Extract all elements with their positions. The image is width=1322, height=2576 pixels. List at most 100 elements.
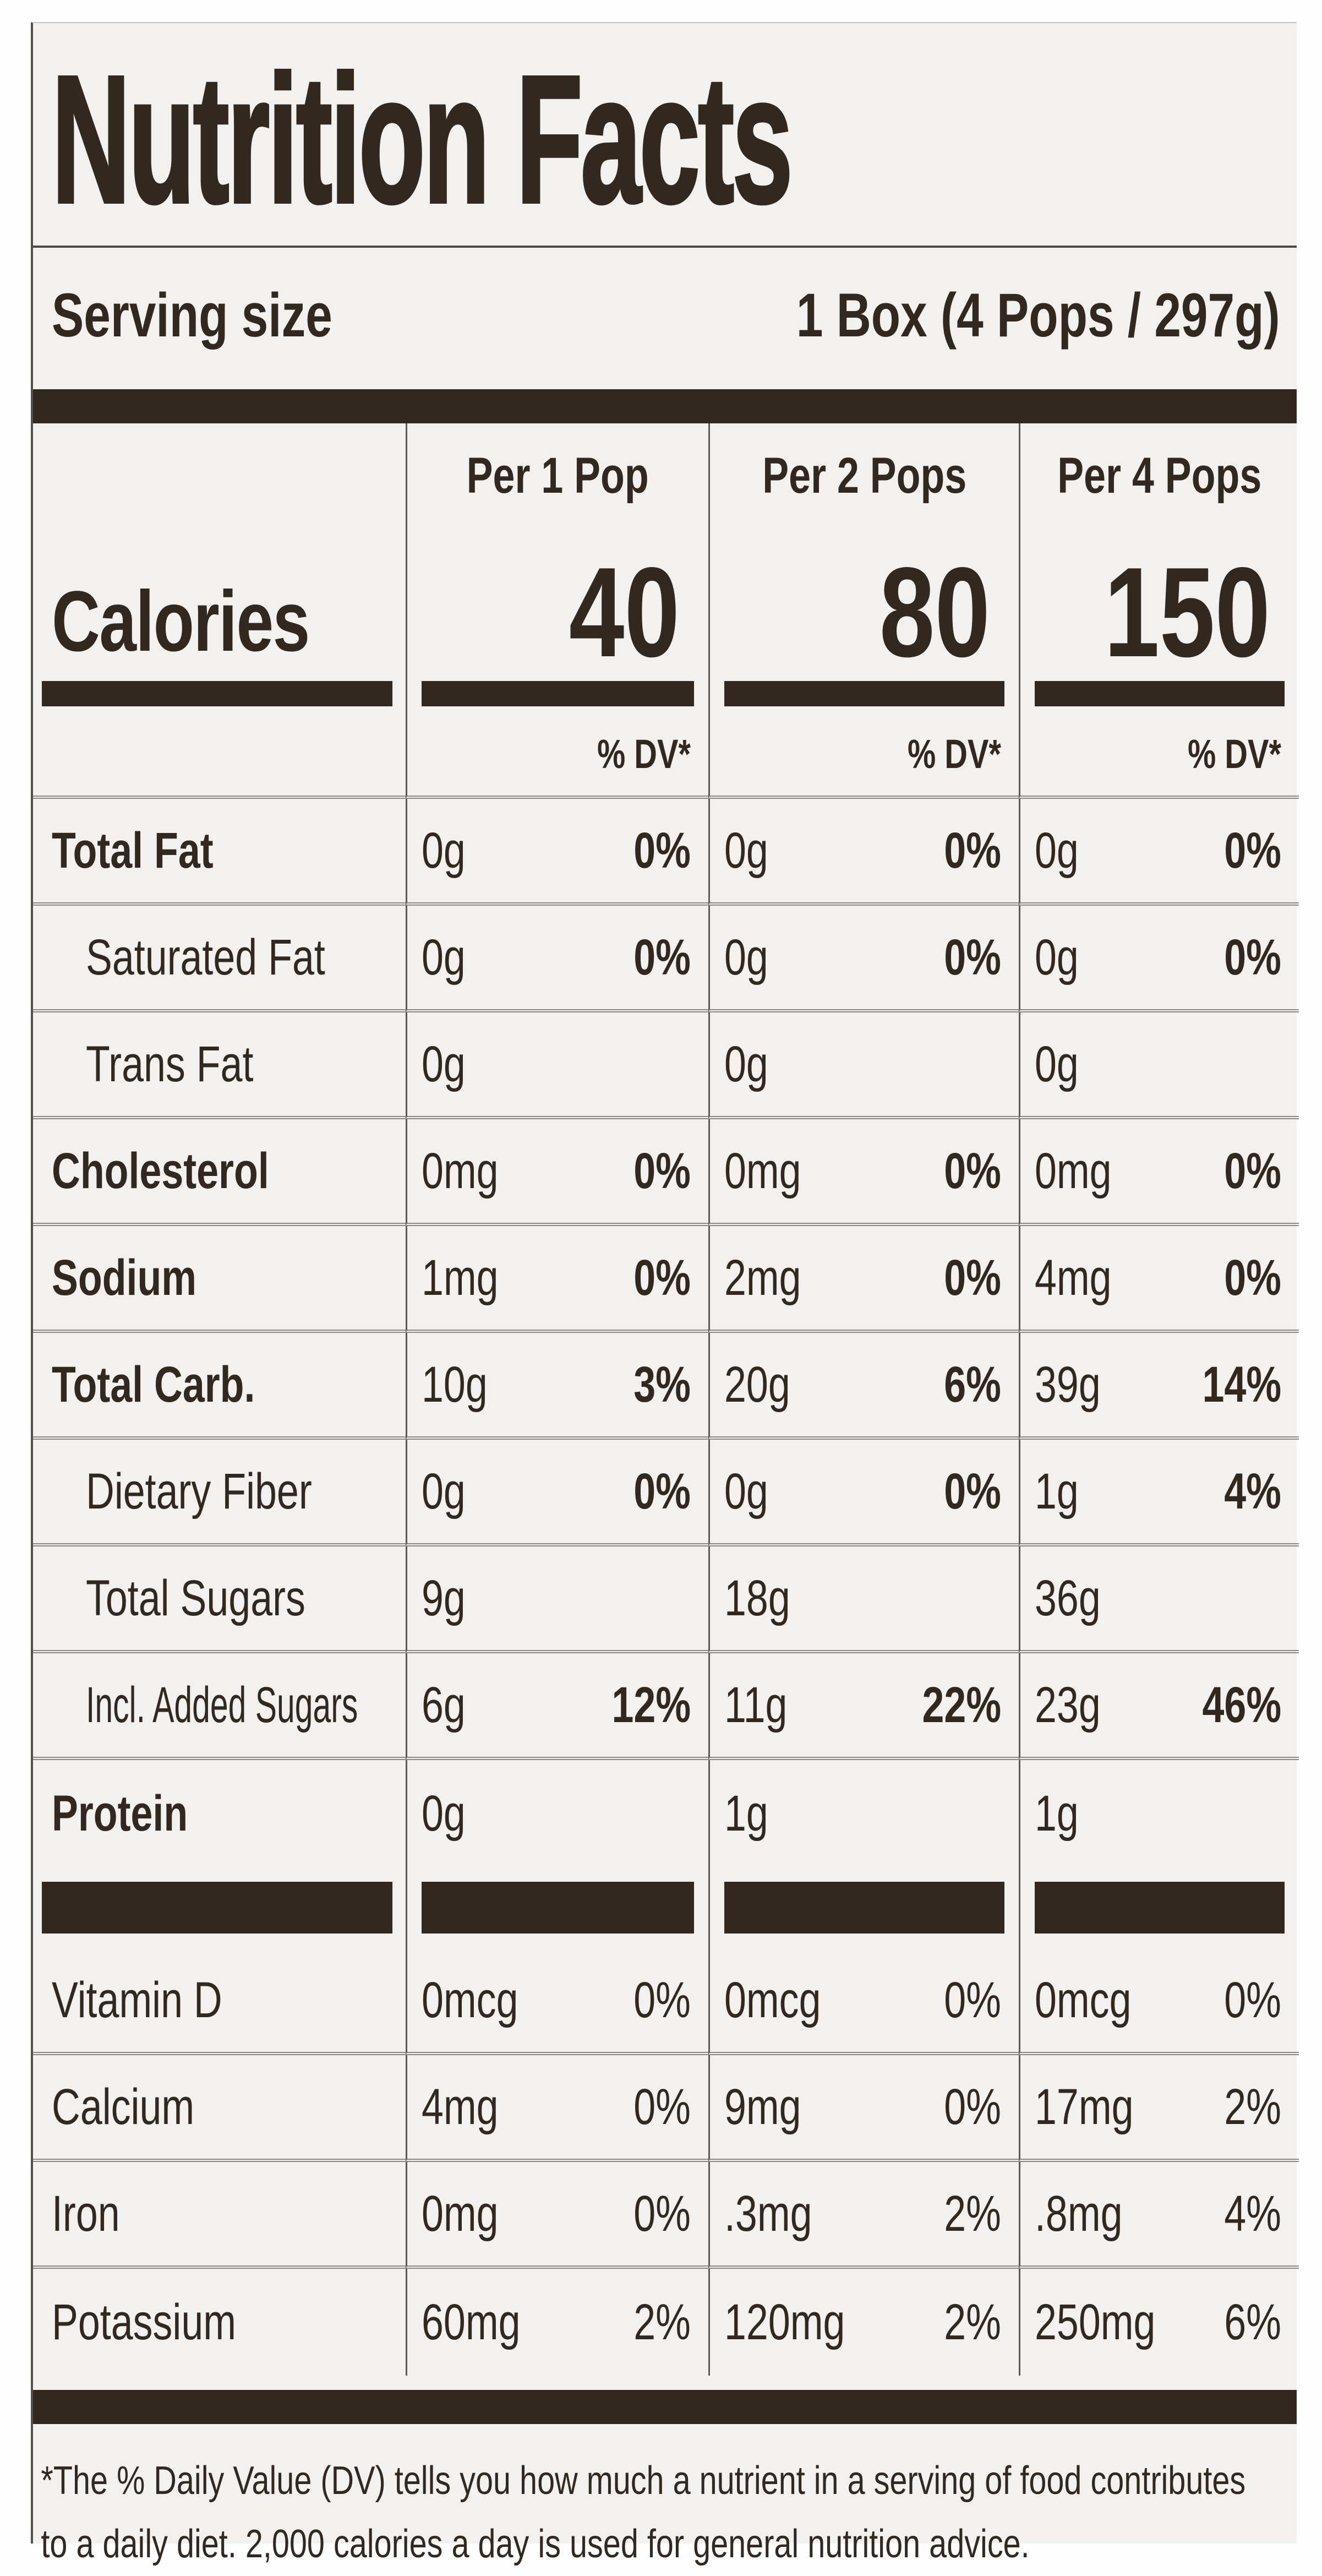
nutrient-row: Saturated Fat 0g 0% 0g 0% 0g 0% — [33, 906, 1299, 1012]
dv-value: 0% — [633, 1972, 691, 2028]
dv-value: 0% — [633, 822, 691, 879]
nutrient-value-cell: 9g — [406, 1546, 708, 1653]
vitamin-row: Calcium 4mg 0% 9mg 0% 17mg 2% — [33, 2055, 1299, 2162]
amount-value: 1g — [1035, 1463, 1079, 1520]
amount-value: 0g — [1035, 822, 1079, 879]
calories-underline-bar — [724, 681, 1004, 706]
vitamin-value-cell: 9mg 0% — [708, 2055, 1019, 2162]
dv-value: 0% — [1224, 1972, 1281, 2028]
nutrient-label-cell: Cholesterol — [33, 1119, 406, 1226]
nutrient-label-cell: Total Fat — [33, 799, 406, 906]
nutrient-label: Total Fat — [52, 822, 214, 879]
dv-header: % DV* — [597, 731, 691, 777]
nutrient-label-cell: Dietary Fiber — [33, 1440, 406, 1546]
calories-underline-bar — [422, 681, 694, 706]
vitamin-label-cell: Vitamin D — [33, 1948, 406, 2055]
amount-value: 0g — [724, 1036, 768, 1092]
nutrient-label: Dietary Fiber — [86, 1463, 312, 1520]
dv-value: 4% — [1224, 1463, 1281, 1520]
label-title: Nutrition Facts — [33, 23, 1297, 236]
amount-value: 4mg — [422, 2078, 499, 2135]
vitamin-value-cell: 0mcg 0% — [1019, 1948, 1299, 2055]
nutrient-label-cell: Total Carb. — [33, 1333, 406, 1440]
dv-value: 0% — [633, 2185, 691, 2242]
vitamin-label-cell: Calcium — [33, 2055, 406, 2162]
nutrient-row: Sodium 1mg 0% 2mg 0% 4mg 0% — [33, 1226, 1299, 1333]
nutrient-row: Total Carb. 10g 3% 20g 6% 39g 14% — [33, 1333, 1299, 1440]
nutrient-label: Protein — [52, 1785, 188, 1842]
amount-value: 9g — [422, 1570, 466, 1626]
dv-value: 6% — [944, 1356, 1001, 1413]
dv-value: 12% — [611, 1676, 691, 1733]
dv-value: 0% — [944, 1142, 1001, 1199]
nutrient-label-cell: Saturated Fat — [33, 906, 406, 1012]
nutrient-value-cell: 18g — [708, 1546, 1019, 1653]
section-separator-row — [33, 1867, 1297, 1948]
column-header-cell: Per 2 Pops — [708, 423, 1019, 528]
column-header-row: Per 1 Pop Per 2 Pops Per 4 Pops — [33, 423, 1297, 528]
column-header-cell: Per 4 Pops — [1019, 423, 1299, 528]
amount-value: .8mg — [1035, 2185, 1123, 2242]
calories-label-cell: Calories — [33, 528, 406, 676]
vitamin-label-cell: Potassium — [33, 2269, 406, 2376]
dv-value: 0% — [633, 1249, 691, 1306]
calories-underline-cell — [33, 676, 406, 712]
nutrient-label-cell: Trans Fat — [33, 1012, 406, 1119]
title-rule — [33, 246, 1297, 248]
dv-header-row: % DV* % DV* % DV* — [33, 712, 1299, 799]
dv-value: 0% — [1224, 929, 1281, 985]
dv-footnote: *The % Daily Value (DV) tells you how mu… — [41, 2459, 1246, 2567]
nutrient-value-cell: 23g 46% — [1019, 1653, 1299, 1760]
amount-value: 4mg — [1035, 1249, 1112, 1306]
dv-value: 14% — [1202, 1356, 1281, 1413]
calories-underline-cell — [406, 676, 708, 712]
vitamin-label: Calcium — [52, 2078, 195, 2135]
spacer-cell — [33, 423, 406, 528]
dv-value: 0% — [633, 929, 691, 985]
nutrient-value-cell: 0mg 0% — [406, 1119, 708, 1226]
vitamin-label: Vitamin D — [52, 1972, 222, 2028]
calories-value-cell: 40 — [406, 528, 708, 676]
dv-value: 0% — [944, 929, 1001, 985]
nutrient-value-cell: 10g 3% — [406, 1333, 708, 1440]
amount-value: 0mcg — [724, 1972, 821, 2028]
amount-value: 0mg — [724, 1142, 801, 1199]
amount-value: 1g — [724, 1785, 768, 1842]
vitamin-row: Potassium 60mg 2% 120mg 2% 250mg 6% — [33, 2269, 1297, 2376]
nutrient-value-cell: 11g 22% — [708, 1653, 1019, 1760]
dv-value: 0% — [633, 1142, 691, 1199]
nutrient-label: Cholesterol — [52, 1142, 269, 1199]
nutrient-value-cell: 6g 12% — [406, 1653, 708, 1760]
amount-value: 36g — [1035, 1570, 1101, 1626]
nutrient-value-cell: 1mg 0% — [406, 1226, 708, 1333]
nutrient-label-cell: Incl. Added Sugars — [33, 1653, 406, 1760]
column-header: Per 4 Pops — [1057, 447, 1262, 504]
vitamin-value-cell: 60mg 2% — [406, 2269, 708, 2376]
amount-value: 17mg — [1035, 2078, 1134, 2135]
column-header: Per 1 Pop — [466, 447, 649, 504]
nutrient-row: Dietary Fiber 0g 0% 0g 0% 1g 4% — [33, 1440, 1299, 1546]
dv-value: 2% — [944, 2185, 1001, 2242]
vitamin-row: Vitamin D 0mcg 0% 0mcg 0% 0mcg 0% — [33, 1948, 1299, 2055]
nutrient-row: Incl. Added Sugars 6g 12% 11g 22% 23g 46% — [33, 1653, 1299, 1760]
amount-value: 6g — [422, 1676, 466, 1733]
dv-value: 0% — [1224, 1249, 1281, 1306]
vitamin-value-cell: 0mcg 0% — [708, 1948, 1019, 2055]
section-separator-cell — [406, 1867, 708, 1948]
section-separator-bar — [42, 1882, 392, 1934]
nutrient-row: Protein 0g 1g 1g — [33, 1760, 1297, 1867]
nutrient-row: Total Fat 0g 0% 0g 0% 0g 0% — [33, 799, 1299, 906]
dv-value: 0% — [944, 2078, 1001, 2135]
amount-value: 0g — [724, 822, 768, 879]
dv-header-cell: % DV* — [708, 712, 1019, 799]
dv-value: 46% — [1202, 1676, 1281, 1733]
nutrient-label: Trans Fat — [86, 1036, 254, 1092]
nutrient-value-cell: 0g — [708, 1012, 1019, 1119]
section-separator-cell — [708, 1867, 1019, 1948]
calories-value: 80 — [879, 541, 990, 684]
amount-value: 20g — [724, 1356, 790, 1413]
nutrient-value-cell: 1g — [1019, 1760, 1299, 1867]
serving-size-value: 1 Box (4 Pops / 297g) — [796, 281, 1280, 350]
vitamin-value-cell: 4mg 0% — [406, 2055, 708, 2162]
nutrient-value-cell: 0g — [1019, 1012, 1299, 1119]
